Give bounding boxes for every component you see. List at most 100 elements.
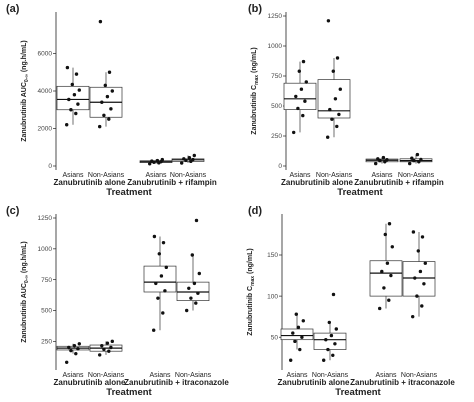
y-axis-label-main: Zanubrutinib AUC — [21, 283, 28, 343]
x-category-label: Asians — [62, 372, 84, 379]
data-point — [294, 94, 298, 99]
data-point — [330, 117, 334, 121]
data-point — [337, 112, 341, 117]
data-point — [387, 222, 392, 226]
data-point — [380, 269, 384, 274]
treatment-label: Zanubrutinib alone — [278, 378, 351, 387]
data-point — [103, 83, 108, 88]
data-point — [296, 106, 300, 111]
y-axis-label: Zanubrutinib Cmax (ng/mL) — [251, 47, 260, 134]
data-point — [420, 235, 425, 239]
data-point — [376, 157, 380, 161]
data-point — [161, 240, 166, 245]
box-iqr — [143, 265, 177, 293]
data-point — [152, 328, 156, 332]
box-4 — [399, 152, 433, 166]
box-iqr — [56, 85, 90, 111]
box-1 — [56, 342, 90, 364]
data-point — [324, 337, 328, 342]
y-tick-label: 6000 — [38, 51, 53, 58]
data-point — [102, 113, 106, 118]
y-axis-label-subscript: 0-∞ — [24, 74, 30, 82]
x-category-label: Asians — [371, 172, 393, 179]
data-point — [415, 294, 419, 298]
data-point — [415, 152, 420, 157]
data-point — [100, 343, 104, 348]
data-point — [390, 245, 394, 249]
y-tick-label: 2000 — [38, 126, 53, 133]
y-tick-label: 100 — [267, 293, 278, 300]
y-tick-label: 1000 — [268, 43, 283, 50]
data-point — [187, 156, 192, 160]
data-point — [289, 358, 293, 362]
x-category-label: Non-Asians — [312, 372, 349, 379]
y-tick-label: 1250 — [38, 215, 53, 222]
x-category-label: Asians — [375, 372, 397, 379]
data-point — [291, 331, 295, 335]
box-iqr — [402, 261, 436, 297]
data-point — [160, 157, 164, 162]
data-point — [383, 160, 387, 164]
x-axis-label: Treatment — [335, 387, 381, 398]
treatment-label: Zanubrutinib + rifampin — [354, 178, 444, 187]
data-point — [180, 161, 184, 165]
y-tick-label: 500 — [271, 103, 282, 110]
data-point — [159, 274, 164, 278]
box-iqr — [283, 82, 317, 110]
box-2 — [317, 19, 351, 139]
box-1 — [280, 312, 314, 362]
data-point — [185, 308, 189, 313]
data-point — [67, 345, 71, 350]
data-point — [187, 286, 191, 290]
data-point — [107, 117, 111, 121]
data-point — [326, 19, 331, 23]
x-category-label: Asians — [149, 372, 171, 379]
box-2 — [89, 339, 123, 357]
data-point — [192, 153, 196, 158]
x-category-label: Non-Asians — [398, 172, 435, 179]
x-category-label: Asians — [62, 172, 84, 179]
data-point — [150, 159, 154, 163]
data-point — [154, 281, 158, 286]
y-axis-label-unit: (ng.h/mL) — [21, 241, 28, 275]
box-2 — [89, 19, 123, 129]
chart-panel-3: (c) 250 500 750 1000 1250 Zanubrutinib AUC0-∞ … — [6, 205, 229, 398]
data-point — [191, 157, 195, 162]
y-tick-label: 1250 — [268, 13, 283, 20]
data-point — [77, 342, 82, 346]
data-point — [98, 19, 103, 24]
data-point — [76, 102, 80, 106]
y-axis-label: Zanubrutinib AUC0-∞ (ng.h/mL) — [21, 40, 30, 141]
x-category-label: Asians — [289, 172, 311, 179]
data-point — [65, 65, 70, 70]
data-point — [107, 70, 112, 74]
box-2 — [313, 292, 347, 362]
data-point — [408, 161, 412, 166]
data-point — [374, 161, 378, 166]
data-point — [301, 113, 305, 118]
data-point — [378, 306, 382, 311]
box-4 — [171, 153, 205, 165]
y-tick-label: 750 — [271, 73, 282, 80]
x-axis-label: Treatment — [106, 187, 152, 198]
data-point — [335, 56, 340, 60]
box-1 — [283, 59, 317, 135]
data-point — [418, 269, 423, 274]
y-axis-label-subscript: 0-∞ — [24, 275, 30, 283]
data-point — [74, 351, 78, 356]
data-point — [410, 156, 414, 160]
y-tick-label: 150 — [267, 252, 278, 259]
y-tick-label: 1000 — [38, 246, 53, 253]
data-point — [331, 353, 335, 358]
x-category-label: Non-Asians — [175, 372, 212, 379]
box-3 — [143, 234, 177, 332]
data-point — [329, 333, 334, 338]
data-point — [420, 304, 424, 308]
box-4 — [402, 230, 436, 319]
x-category-label: Asians — [286, 372, 308, 379]
y-tick-label: 0 — [48, 163, 52, 170]
data-point — [110, 339, 115, 344]
data-point — [161, 311, 165, 315]
data-point — [385, 261, 390, 265]
